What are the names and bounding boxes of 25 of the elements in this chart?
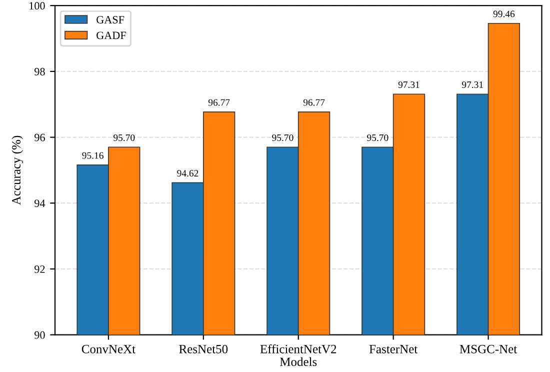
data-label: 94.62 bbox=[177, 170, 198, 177]
data-label: 95.16 bbox=[82, 152, 104, 159]
y-tick-label: 92 bbox=[34, 265, 45, 273]
data-label: 97.31 bbox=[398, 81, 420, 88]
y-axis-title: Accuracy (%) bbox=[12, 136, 24, 205]
y-tick-label: 96 bbox=[34, 134, 45, 142]
x-tick-label: ResNet50 bbox=[179, 344, 228, 354]
data-label: 96.77 bbox=[303, 99, 325, 106]
y-tick-label: 90 bbox=[34, 331, 45, 339]
legend-label: GADF bbox=[96, 32, 126, 40]
x-tick-label: FasterNet bbox=[369, 345, 418, 354]
x-tick-label: MSGC-Net bbox=[460, 344, 518, 354]
data-label: 95.70 bbox=[114, 134, 135, 142]
data-label: 99.46 bbox=[493, 10, 515, 18]
y-tick-label: 98 bbox=[34, 68, 45, 76]
x-tick-label: ConvNeXt bbox=[82, 344, 136, 354]
y-tick-label: 94 bbox=[34, 200, 46, 208]
x-axis-title: Models bbox=[280, 357, 317, 366]
data-label: 95.70 bbox=[367, 134, 388, 142]
y-tick-label: 100 bbox=[30, 2, 45, 10]
x-tick-label: EfficientNetV2 bbox=[260, 344, 336, 354]
data-label: 96.77 bbox=[208, 99, 230, 106]
data-label: 95.70 bbox=[272, 134, 294, 142]
legend-label: GASF bbox=[96, 16, 124, 24]
data-label: 97.31 bbox=[462, 81, 483, 88]
